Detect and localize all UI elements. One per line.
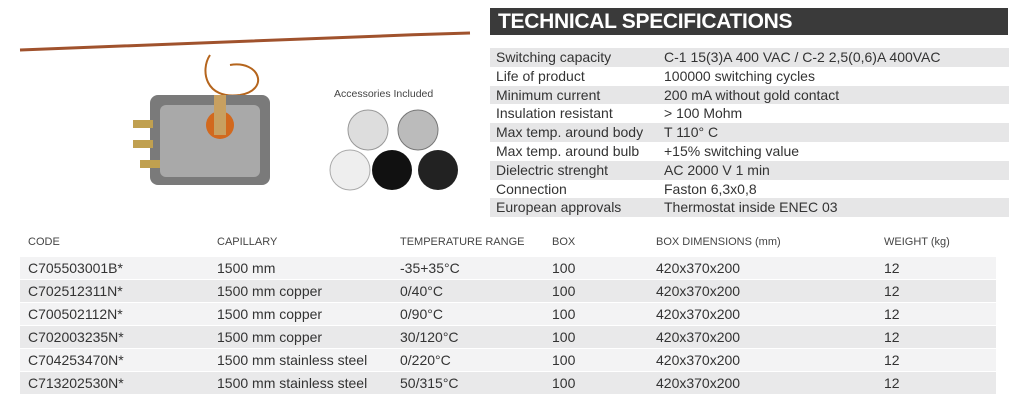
table-cell: C704253470N* bbox=[28, 352, 124, 368]
spec-label: European approvals bbox=[496, 199, 622, 216]
table-cell: 50/315°C bbox=[400, 375, 459, 391]
table-cell: 0/40°C bbox=[400, 283, 443, 299]
spec-row: Life of product 100000 switching cycles bbox=[490, 67, 1009, 86]
spec-value: C-1 15(3)A 400 VAC / C-2 2,5(0,6)A 400VA… bbox=[664, 49, 941, 65]
column-header: TEMPERATURE RANGE bbox=[400, 236, 525, 248]
product-table: CODE CAPILLARY TEMPERATURE RANGE BOX BOX DIM… bbox=[20, 232, 996, 395]
spec-label: Life of product bbox=[496, 67, 585, 84]
spec-value: +15% switching value bbox=[664, 142, 800, 159]
table-cell: 12 bbox=[884, 283, 900, 299]
accessories-label: Accessories Included bbox=[334, 88, 434, 100]
table-cell: 100 bbox=[552, 260, 576, 276]
table-cell: C700502112N* bbox=[28, 306, 123, 322]
spec-value: Faston 6,3x0,8 bbox=[664, 180, 757, 197]
spec-row: Minimum current 200 mA without gold conta… bbox=[490, 85, 1009, 105]
spec-row: Switching capacity C-1 15(3)A 400 VAC / C… bbox=[490, 48, 1009, 67]
spec-label: Max temp. around bulb bbox=[496, 142, 640, 159]
table-cell: 12 bbox=[884, 352, 900, 368]
table-cell: 30/120°C bbox=[400, 329, 459, 345]
table-cell: 1500 mm copper bbox=[217, 329, 323, 345]
table-cell: 100 bbox=[552, 283, 576, 299]
table-cell: 100 bbox=[552, 352, 576, 368]
spec-label: Minimum current bbox=[496, 86, 601, 103]
table-row: C700502112N* 1500 mm copper 0/90°C 100 420x3… bbox=[20, 303, 996, 326]
table-cell: 12 bbox=[884, 260, 900, 276]
table-cell: 0/220°C bbox=[400, 352, 451, 368]
table-cell: 420x370x200 bbox=[656, 283, 741, 299]
table-cell: 1500 mm stainless steel bbox=[217, 375, 368, 391]
table-cell: C705503001B* bbox=[28, 260, 123, 276]
table-cell: 12 bbox=[884, 375, 900, 391]
table-cell: 1500 mm copper bbox=[217, 306, 323, 322]
column-header: CAPILLARY bbox=[217, 236, 278, 248]
spec-title: TECHNICAL SPECIFICATIONS bbox=[490, 8, 1008, 35]
table-cell: 420x370x200 bbox=[656, 306, 741, 322]
table-row: C704253470N* 1500 mm stainless steel 0/220… bbox=[20, 349, 996, 372]
spec-value: AC 2000 V 1 min bbox=[664, 161, 770, 178]
spec-value: T 110° C bbox=[664, 124, 719, 141]
column-header: WEIGHT (kg) bbox=[884, 236, 950, 248]
spec-table: Switching capacity C-1 15(3)A 400 VAC / C… bbox=[490, 48, 1009, 218]
table-cell: 12 bbox=[884, 306, 900, 322]
spec-value: > 100 Mohm bbox=[664, 105, 743, 122]
spec-label: Dielectric strenght bbox=[496, 161, 609, 178]
table-cell: 420x370x200 bbox=[656, 329, 741, 345]
spec-row: Connection Faston 6,3x0,8 bbox=[490, 180, 1009, 199]
table-cell: 1500 mm bbox=[217, 260, 276, 276]
spec-value: Thermostat inside ENEC 03 bbox=[664, 199, 838, 216]
table-row: C713202530N* 1500 mm stainless steel 50/31… bbox=[20, 372, 996, 395]
table-cell: 420x370x200 bbox=[656, 375, 741, 391]
table-cell: 12 bbox=[884, 329, 900, 345]
table-cell: C702512311N* bbox=[28, 283, 123, 299]
table-cell: 0/90°C bbox=[400, 306, 443, 322]
spec-label: Switching capacity bbox=[496, 49, 612, 65]
spec-value: 200 mA without gold contact bbox=[664, 86, 840, 103]
spec-row: European approvals Thermostat inside ENEC… bbox=[490, 198, 1009, 218]
spec-row: Insulation resistant > 100 Mohm bbox=[490, 104, 1009, 123]
column-header: BOX bbox=[552, 236, 576, 248]
table-row: C702512311N* 1500 mm copper 0/40°C 100 420x3… bbox=[20, 280, 996, 303]
table-header: CODE CAPILLARY TEMPERATURE RANGE BOX BOX DIM… bbox=[20, 232, 996, 253]
table-cell: 420x370x200 bbox=[656, 260, 741, 276]
spec-label: Insulation resistant bbox=[496, 105, 613, 122]
table-row: C705503001B* 1500 mm -35+35°C 100 420x370x20… bbox=[20, 257, 996, 280]
column-header: BOX DIMENSIONS (mm) bbox=[656, 236, 781, 248]
table-cell: 100 bbox=[552, 375, 576, 391]
table-cell: C702003235N* bbox=[28, 329, 124, 345]
table-cell: C713202530N* bbox=[28, 375, 124, 391]
spec-label: Connection bbox=[496, 180, 567, 197]
table-row: C702003235N* 1500 mm copper 30/120°C 100 420… bbox=[20, 326, 996, 349]
spec-row: Dielectric strenght AC 2000 V 1 min bbox=[490, 160, 1009, 180]
table-cell: 100 bbox=[552, 329, 576, 345]
spec-row: Max temp. around bulb +15% switching valu… bbox=[490, 142, 1009, 161]
table-body: C705503001B* 1500 mm -35+35°C 100 420x370x20… bbox=[20, 257, 996, 395]
spec-value: 100000 switching cycles bbox=[664, 67, 815, 84]
product-images bbox=[19, 31, 471, 191]
table-cell: 1500 mm stainless steel bbox=[217, 352, 368, 368]
spec-row: Max temp. around body T 110° C bbox=[490, 123, 1009, 142]
table-cell: -35+35°C bbox=[400, 260, 460, 276]
table-cell: 100 bbox=[552, 306, 576, 322]
table-cell: 1500 mm copper bbox=[217, 283, 323, 299]
table-cell: 420x370x200 bbox=[656, 352, 741, 368]
column-header: CODE bbox=[28, 236, 60, 248]
spec-label: Max temp. around body bbox=[496, 124, 644, 141]
